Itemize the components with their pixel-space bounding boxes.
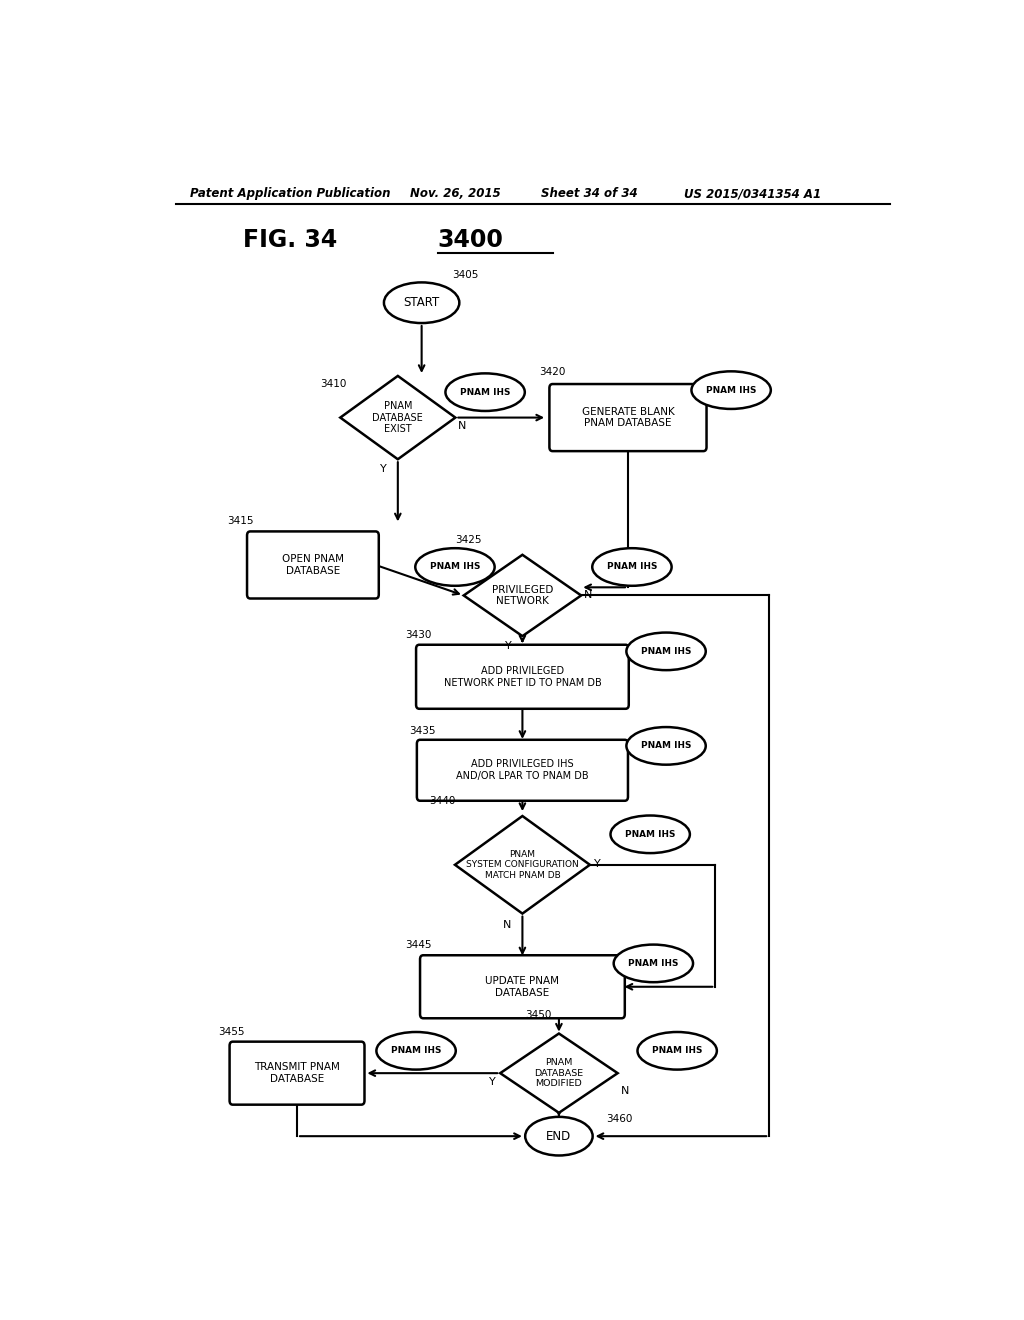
Polygon shape [500,1034,617,1113]
FancyBboxPatch shape [417,739,628,801]
Ellipse shape [416,548,495,586]
Ellipse shape [592,548,672,586]
Ellipse shape [627,727,706,764]
Text: PNAM IHS: PNAM IHS [641,647,691,656]
Text: Nov. 26, 2015: Nov. 26, 2015 [410,187,501,201]
FancyBboxPatch shape [420,956,625,1018]
FancyBboxPatch shape [416,644,629,709]
Text: Y: Y [505,642,511,651]
Ellipse shape [445,374,524,411]
Text: GENERATE BLANK
PNAM DATABASE: GENERATE BLANK PNAM DATABASE [582,407,675,429]
Ellipse shape [638,1032,717,1069]
Text: N: N [458,421,467,430]
Text: N: N [584,590,592,599]
Text: PNAM IHS: PNAM IHS [706,385,757,395]
Ellipse shape [613,945,693,982]
Text: PRIVILEGED
NETWORK: PRIVILEGED NETWORK [492,585,553,606]
Text: 3400: 3400 [437,228,504,252]
FancyBboxPatch shape [229,1041,365,1105]
Polygon shape [340,376,456,459]
Text: PNAM IHS: PNAM IHS [628,958,679,968]
Text: PNAM IHS: PNAM IHS [652,1047,702,1055]
Text: UPDATE PNAM
DATABASE: UPDATE PNAM DATABASE [485,975,559,998]
Text: Y: Y [488,1077,496,1088]
Text: PNAM IHS: PNAM IHS [430,562,480,572]
Text: N: N [621,1085,629,1096]
Text: PNAM IHS: PNAM IHS [625,830,676,838]
Text: FIG. 34: FIG. 34 [243,228,337,252]
Text: N: N [503,920,511,929]
Text: 3415: 3415 [227,516,254,527]
Text: END: END [546,1130,571,1143]
Ellipse shape [691,371,771,409]
Text: 3420: 3420 [539,367,565,378]
Text: PNAM IHS: PNAM IHS [641,742,691,750]
Text: PNAM IHS: PNAM IHS [460,388,510,397]
Text: ADD PRIVILEGED IHS
AND/OR LPAR TO PNAM DB: ADD PRIVILEGED IHS AND/OR LPAR TO PNAM D… [456,759,589,781]
Text: 3445: 3445 [404,940,431,950]
Text: 3425: 3425 [455,535,481,545]
Text: US 2015/0341354 A1: US 2015/0341354 A1 [684,187,820,201]
Text: 3460: 3460 [606,1114,633,1125]
Ellipse shape [377,1032,456,1069]
Polygon shape [455,816,590,913]
Text: 3435: 3435 [409,726,435,735]
Text: PNAM
DATABASE
MODIFIED: PNAM DATABASE MODIFIED [535,1059,584,1088]
Ellipse shape [627,632,706,671]
Text: ADD PRIVILEGED
NETWORK PNET ID TO PNAM DB: ADD PRIVILEGED NETWORK PNET ID TO PNAM D… [443,667,601,688]
Ellipse shape [610,816,690,853]
Text: PNAM
SYSTEM CONFIGURATION
MATCH PNAM DB: PNAM SYSTEM CONFIGURATION MATCH PNAM DB [466,850,579,879]
Text: START: START [403,296,439,309]
Polygon shape [464,554,582,636]
Text: PNAM
DATABASE
EXIST: PNAM DATABASE EXIST [373,401,423,434]
Text: 3430: 3430 [404,630,431,640]
Text: 3440: 3440 [429,796,455,805]
Text: PNAM IHS: PNAM IHS [391,1047,441,1055]
FancyBboxPatch shape [550,384,707,451]
Text: 3405: 3405 [452,271,478,280]
Text: PNAM IHS: PNAM IHS [607,562,657,572]
Text: Patent Application Publication: Patent Application Publication [189,187,390,201]
Ellipse shape [525,1117,593,1155]
Text: Y: Y [380,465,387,474]
FancyBboxPatch shape [247,532,379,598]
Text: TRANSMIT PNAM
DATABASE: TRANSMIT PNAM DATABASE [254,1063,340,1084]
Text: OPEN PNAM
DATABASE: OPEN PNAM DATABASE [282,554,344,576]
Text: Y: Y [594,859,601,869]
Text: Sheet 34 of 34: Sheet 34 of 34 [541,187,637,201]
Text: 3450: 3450 [525,1010,552,1020]
Text: 3455: 3455 [218,1027,244,1036]
Ellipse shape [384,282,460,323]
Text: 3410: 3410 [321,379,346,389]
